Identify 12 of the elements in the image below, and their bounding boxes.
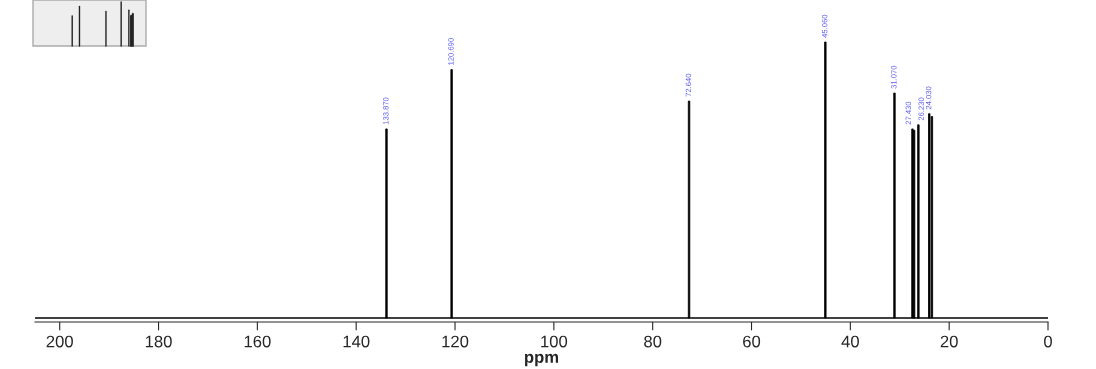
x-tick-label: 80 (644, 335, 662, 348)
x-tick-label: 40 (841, 335, 859, 348)
x-tick-label: 120 (442, 335, 469, 348)
x-tick-label: 100 (541, 335, 568, 348)
x-tick-label: 160 (244, 335, 271, 348)
x-tick-label: 20 (940, 335, 958, 348)
x-tick-label: 140 (343, 335, 370, 348)
x-tick-label: 180 (145, 335, 172, 348)
x-tick-label: 0 (1044, 335, 1052, 348)
x-axis-title: ppm (525, 353, 559, 367)
x-tick-label: 60 (743, 335, 761, 348)
x-tick-label: 200 (46, 335, 73, 348)
